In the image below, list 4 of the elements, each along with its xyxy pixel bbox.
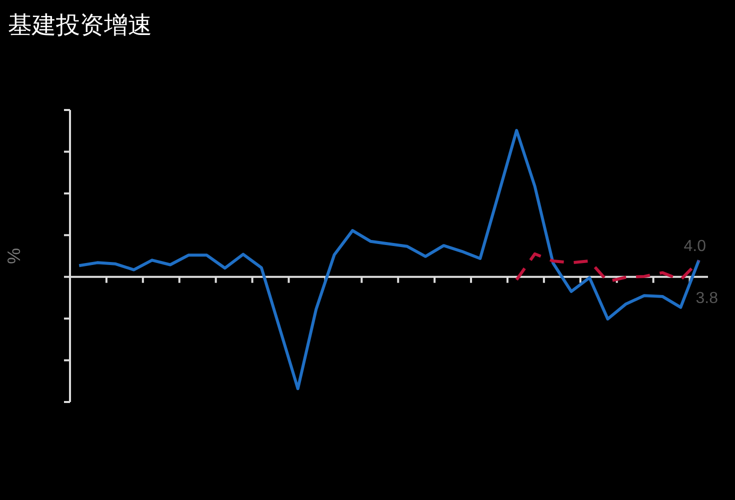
chart-title: 基建投资增速 bbox=[8, 13, 152, 39]
y-axis-title: % bbox=[4, 248, 24, 264]
data-label: 4.0 bbox=[684, 238, 706, 256]
data-label: 3.8 bbox=[696, 290, 718, 308]
